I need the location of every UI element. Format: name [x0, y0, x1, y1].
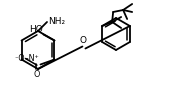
Text: HO: HO: [29, 25, 42, 34]
Text: NH₂: NH₂: [48, 17, 65, 26]
Text: O: O: [33, 69, 40, 79]
Text: ⁻O–N⁺: ⁻O–N⁺: [15, 54, 39, 63]
Text: O: O: [80, 36, 87, 45]
